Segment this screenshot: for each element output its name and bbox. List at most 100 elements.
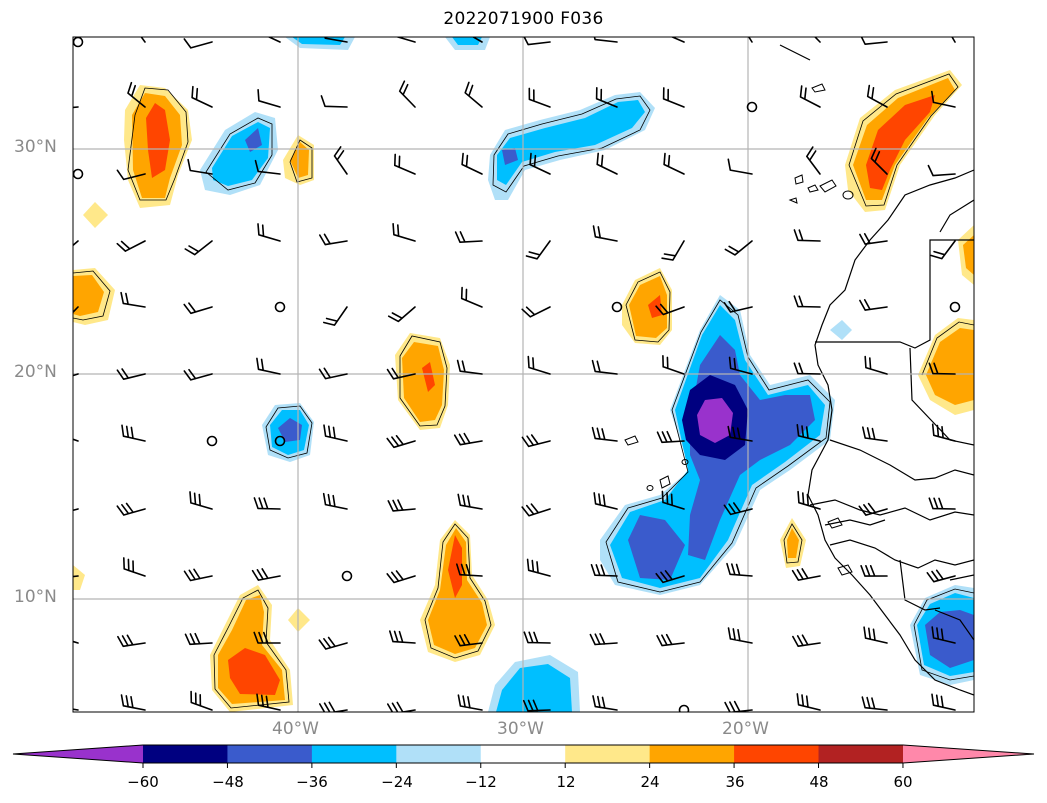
map-frame [72,36,975,713]
wind-barb [521,306,551,318]
wind-barb [723,300,753,313]
wind-barb [121,424,146,442]
wind-barb [324,37,348,43]
wind-barb [453,432,483,446]
coastlines [779,44,974,696]
wind-barb [931,423,956,442]
islands [624,83,854,576]
wind-barb [191,85,213,108]
wind-barb [523,631,551,644]
wind-barb [456,563,483,577]
wind-barb [727,158,753,175]
wind-barb [596,152,618,175]
wind-barb [863,626,888,644]
colorbar-segment [480,745,566,763]
colorbar-tick-label: −60 [127,773,159,791]
wind-barb [796,424,821,442]
colorbar-tick-label: −12 [465,773,497,791]
positive-anomaly-central-south [420,520,495,662]
wind-barb [190,690,213,711]
negative-anomaly-southeast [600,295,835,595]
wind-barb [951,37,956,43]
wind-barb [931,693,956,711]
wind-barb [796,693,821,711]
wind-barb [590,564,618,577]
wind-barb [747,37,753,43]
wind-barb [521,503,551,517]
wind-barb [320,95,348,108]
wind-barb [127,81,146,108]
wind-barb [930,240,956,260]
wind-barb [123,557,146,577]
colorbar-tick-label: 12 [556,773,576,791]
wind-barb [662,87,685,108]
wind-barb [862,426,888,442]
wind-barb [457,694,483,711]
wind-barb [183,38,213,49]
negative-anomaly-south [488,655,580,712]
wind-barb [251,568,281,581]
colorbar-max-extend [903,745,1034,763]
wind-barb [799,85,821,108]
wind-barb [116,169,146,181]
wind-barb [928,497,956,510]
wind-barb [521,434,551,448]
map-area [73,37,974,712]
wind-barb [187,158,213,175]
wind-barb [797,490,821,510]
wind-barb [322,492,348,510]
wind-barb [333,146,348,175]
wind-barb [387,499,416,512]
positive-anomaly-northeast [845,70,962,212]
wind-barb [395,37,416,43]
colorbar-tick-label: 36 [725,773,745,791]
wind-barb [254,159,281,175]
wind-barb [595,87,618,108]
wind-barb [189,491,213,510]
wind-barb [73,240,79,247]
wind-barb [655,303,685,316]
wind-barb [591,426,618,442]
wind-barb [454,634,483,647]
wind-barb [791,568,821,581]
positive-anomaly-southwest [210,585,293,712]
wind-barb [662,355,685,375]
lon-label-20w: 20°W [722,719,769,739]
wind-barb [116,240,146,252]
colorbar-segment [565,745,651,763]
wind-barbs [73,37,961,712]
positive-anomaly-mid [622,268,672,345]
wind-barb [522,699,551,712]
wind-barb [456,359,483,375]
negative-anomaly-northwest [200,112,278,195]
wind-barb [860,565,888,577]
wind-barb [661,240,685,261]
wind-barb [589,633,618,646]
colorbar-segment [818,745,904,763]
contour-lines [73,73,974,709]
wind-barb [860,37,888,45]
wind-barb [931,90,956,108]
colorbar-tick-label: −48 [212,773,244,791]
colorbar-min-extend [13,745,143,763]
wind-barb [813,37,821,43]
wind-barb [727,627,753,644]
wind-barb [928,362,956,375]
wind-barb [661,490,685,510]
wind-barb [184,632,213,646]
wind-barb [256,693,281,711]
colorbar-segment [227,745,313,763]
wind-barb [866,84,888,108]
wind-barb [726,562,753,577]
wind-barb [183,368,213,381]
wind-barb [318,367,348,380]
wind-barb [663,152,685,175]
lat-label-30n: 30°N [14,137,57,157]
wind-barb [253,631,281,644]
lat-label-10n: 10°N [14,587,57,607]
colorbar-segment [649,745,735,763]
wind-barb [724,240,753,256]
wind-barb [183,568,213,582]
wind-barb [592,695,618,711]
